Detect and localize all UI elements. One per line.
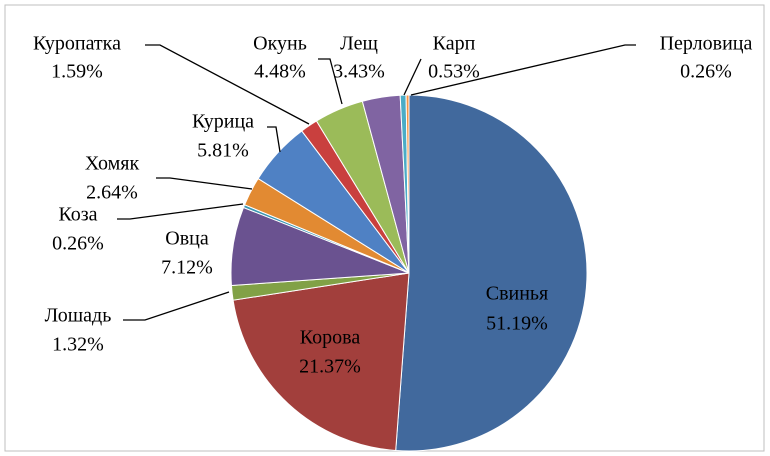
leader-line (145, 44, 310, 125)
slice-value-label: 1.59% (51, 61, 103, 83)
pie-slice (232, 272, 410, 452)
slice-value-label: 0.53% (428, 61, 480, 83)
leader-line (123, 291, 230, 321)
slice-value-label: 2.64% (86, 182, 138, 204)
slice-value-label: 21.37% (299, 356, 361, 378)
pie-slice (395, 94, 588, 452)
slice-value-label: 7.12% (161, 257, 213, 279)
slice-label: Овца (165, 228, 209, 250)
slice-value-label: 51.19% (486, 313, 548, 335)
leader-line (410, 44, 636, 96)
slice-value-label: 1.32% (52, 334, 104, 356)
slice-label: Лещ (340, 33, 378, 55)
slice-value-label: 0.26% (680, 61, 732, 83)
leader-line (403, 58, 422, 96)
leader-line (318, 58, 343, 105)
slice-label: Перловица (660, 33, 753, 55)
slice-label: Лошадь (45, 305, 112, 327)
slice-value-label: 5.81% (197, 140, 249, 162)
pie-slice (405, 94, 410, 274)
slice-value-label: 0.26% (52, 233, 104, 255)
slice-value-label: 3.43% (333, 61, 385, 83)
slice-label: Корова (300, 327, 361, 349)
slice-label: Хомяк (85, 153, 140, 175)
leader-line (117, 203, 244, 220)
slice-label: Свинья (486, 283, 549, 305)
slice-label: Курица (192, 111, 254, 133)
leader-line (156, 177, 253, 190)
pie (230, 94, 588, 452)
slice-label: Коза (58, 204, 97, 226)
leader-line (267, 126, 281, 153)
slice-label: Окунь (253, 33, 307, 55)
slice-label: Карп (433, 33, 476, 55)
slice-value-label: 4.48% (254, 61, 306, 83)
slice-label: Куропатка (33, 33, 121, 55)
labels: Свинья 51.19% Корова 21.37% Лошадь 1.32% Овца 7… (33, 33, 752, 378)
